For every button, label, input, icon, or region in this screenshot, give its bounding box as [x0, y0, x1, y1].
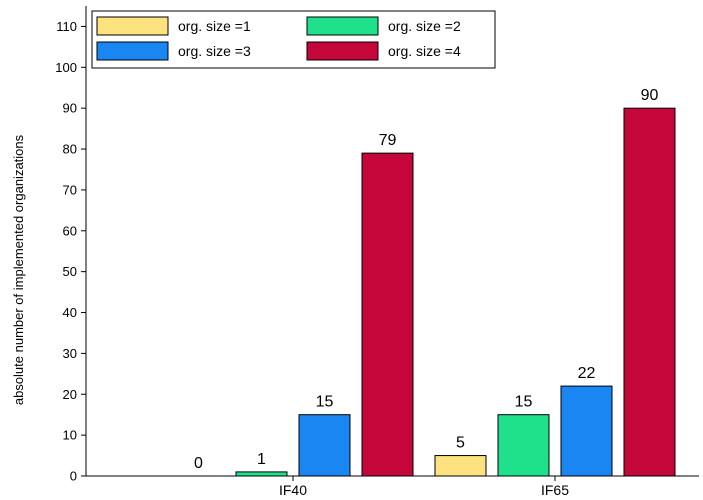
- y-axis-title: absolute number of implemented organizat…: [11, 134, 26, 405]
- bar-if65-series-2: [497, 414, 550, 477]
- legend-swatch-series-1: [96, 16, 169, 36]
- data-label-if65-series-1: 5: [456, 435, 465, 452]
- x-tick-label-if65: IF65: [541, 482, 569, 498]
- y-tick-label-90: 90: [63, 101, 77, 116]
- y-tick-label-0: 0: [70, 469, 77, 484]
- bar-if65-series-1: [434, 455, 487, 477]
- data-labels-layer: 0 1 15 79 5 15 22 90: [194, 87, 658, 472]
- y-tick-label-30: 30: [63, 346, 77, 361]
- legend-swatch-series-4: [306, 41, 379, 61]
- data-label-if40-series-4: 79: [379, 132, 397, 149]
- bar-if40-series-4: [361, 152, 414, 477]
- y-tick-label-70: 70: [63, 182, 77, 197]
- legend: org. size =1 org. size =2 org. size =3 org.…: [91, 10, 496, 69]
- data-label-if40-series-2: 1: [257, 451, 266, 468]
- legend-swatch-series-2: [306, 16, 379, 36]
- y-tick-label-110: 110: [56, 19, 77, 34]
- y-tick-label-10: 10: [63, 428, 77, 443]
- y-tick-label-100: 100: [55, 60, 77, 75]
- data-label-if65-series-3: 22: [578, 365, 596, 382]
- y-tick-label-40: 40: [63, 305, 77, 320]
- bar-if65-series-3: [560, 385, 613, 477]
- legend-label-series-1: org. size =1: [178, 18, 251, 34]
- legend-label-series-2: org. size =2: [388, 18, 461, 34]
- legend-label-series-3: org. size =3: [178, 43, 251, 59]
- legend-swatch-series-3: [96, 41, 169, 61]
- data-label-if65-series-4: 90: [641, 87, 659, 104]
- bar-if40-series-3: [298, 414, 351, 477]
- bar-if65-series-4: [623, 107, 676, 477]
- y-tick-label-20: 20: [63, 387, 77, 402]
- bars-layer: [235, 107, 676, 477]
- y-tick-label-80: 80: [63, 142, 77, 157]
- data-label-if65-series-2: 15: [515, 394, 533, 411]
- data-label-if40-series-3: 15: [316, 394, 334, 411]
- y-tick-label-50: 50: [63, 264, 77, 279]
- data-label-if40-series-1: 0: [194, 455, 203, 472]
- y-tick-label-60: 60: [63, 223, 77, 238]
- bar-if40-series-2: [235, 471, 288, 477]
- legend-label-series-4: org. size =4: [388, 43, 461, 59]
- x-tick-label-if40: IF40: [279, 482, 307, 498]
